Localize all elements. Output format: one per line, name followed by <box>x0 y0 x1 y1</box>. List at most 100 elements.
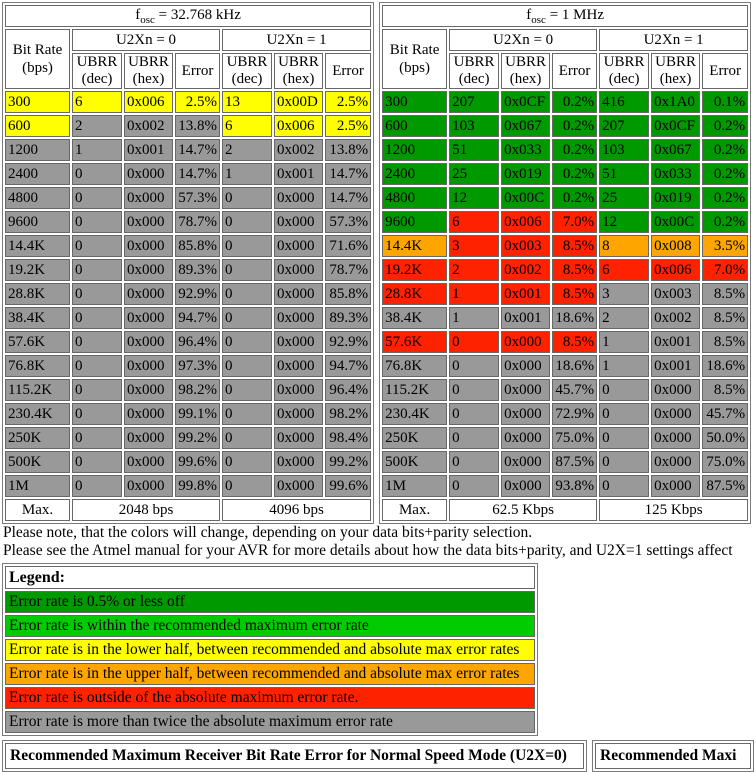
rate-table-1mhz: fosc = 1 MHz Bit Rate (bps) U2Xn = 0 U2Xn… <box>379 2 752 524</box>
ubrr-dec-cell: 6 <box>449 211 500 233</box>
error-cell: 89.3% <box>325 307 372 329</box>
table-row: 76.8K 0 0x000 18.6% 1 0x001 18.6% <box>382 355 749 377</box>
table-row: 28.8K 0 0x000 92.9% 0 0x000 85.8% <box>5 283 372 305</box>
bit-rate-cell: 57.6K <box>382 331 448 353</box>
ubrr-dec-cell: 1 <box>599 355 650 377</box>
ubrr-hex-cell: 0x000 <box>651 379 701 401</box>
ubrr-dec-cell: 416 <box>599 91 650 113</box>
ubrr-hex-cell: 0x000 <box>124 355 173 377</box>
table-row: 57.6K 0 0x000 8.5% 1 0x001 8.5% <box>382 331 749 353</box>
ubrr-dec-cell: 0 <box>222 235 272 257</box>
error-cell: 2.5% <box>175 91 220 113</box>
recommended-max-normal-header: Recommended Maximum Receiver Bit Rate Er… <box>5 743 584 769</box>
ubrr-dec-cell: 25 <box>449 163 500 185</box>
table-row: 28.8K 1 0x001 8.5% 3 0x003 8.5% <box>382 283 749 305</box>
error-cell: 0.2% <box>552 91 598 113</box>
ubrr-hex-header: UBRR (hex) <box>501 53 551 89</box>
ubrr-dec-cell: 6 <box>222 115 272 137</box>
ubrr-hex-cell: 0x000 <box>274 427 323 449</box>
error-cell: 78.7% <box>325 259 372 281</box>
u2x0-header: U2Xn = 0 <box>449 29 598 51</box>
ubrr-dec-cell: 0 <box>449 475 500 497</box>
error-cell: 8.5% <box>552 331 598 353</box>
ubrr-hex-cell: 0x006 <box>274 115 323 137</box>
ubrr-dec-cell: 25 <box>599 187 650 209</box>
table-row: 76.8K 0 0x000 97.3% 0 0x000 94.7% <box>5 355 372 377</box>
ubrr-hex-cell: 0x000 <box>501 355 551 377</box>
ubrr-dec-cell: 0 <box>222 475 272 497</box>
table-row: 600 2 0x002 13.8% 6 0x006 2.5% <box>5 115 372 137</box>
error-header: Error <box>325 53 372 89</box>
error-cell: 98.2% <box>175 379 220 401</box>
bit-rate-cell: 1M <box>5 475 70 497</box>
bit-rate-cell: 500K <box>5 451 70 473</box>
error-cell: 98.4% <box>325 427 372 449</box>
ubrr-dec-cell: 51 <box>449 139 500 161</box>
error-cell: 7.0% <box>702 259 749 281</box>
table-row: 1200 51 0x033 0.2% 103 0x067 0.2% <box>382 139 749 161</box>
error-cell: 85.8% <box>325 283 372 305</box>
ubrr-dec-cell: 0 <box>72 427 122 449</box>
error-cell: 72.9% <box>552 403 598 425</box>
ubrr-hex-cell: 0x019 <box>501 163 551 185</box>
table-row: 57.6K 0 0x000 96.4% 0 0x000 92.9% <box>5 331 372 353</box>
error-cell: 96.4% <box>325 379 372 401</box>
ubrr-dec-cell: 6 <box>599 259 650 281</box>
ubrr-dec-cell: 0 <box>599 451 650 473</box>
bit-rate-cell: 19.2K <box>5 259 70 281</box>
bit-rate-cell: 115.2K <box>5 379 70 401</box>
u2x1-header: U2Xn = 1 <box>222 29 372 51</box>
table-row: 2400 25 0x019 0.2% 51 0x033 0.2% <box>382 163 749 185</box>
error-cell: 0.2% <box>702 139 749 161</box>
note-atmel-manual: Please see the Atmel manual for your AVR… <box>3 542 733 559</box>
error-cell: 94.7% <box>325 355 372 377</box>
table-row: 250K 0 0x000 75.0% 0 0x000 50.0% <box>382 427 749 449</box>
bit-rate-cell: 2400 <box>5 163 70 185</box>
ubrr-dec-cell: 0 <box>222 331 272 353</box>
bit-rate-header: Bit Rate (bps) <box>5 29 70 89</box>
bit-rate-cell: 57.6K <box>5 331 70 353</box>
ubrr-dec-cell: 51 <box>599 163 650 185</box>
ubrr-hex-cell: 0x001 <box>651 355 701 377</box>
error-cell: 18.6% <box>552 307 598 329</box>
ubrr-hex-cell: 0x000 <box>124 307 173 329</box>
ubrr-dec-cell: 0 <box>222 403 272 425</box>
error-header: Error <box>175 53 220 89</box>
ubrr-dec-cell: 2 <box>72 115 122 137</box>
ubrr-dec-cell: 0 <box>449 355 500 377</box>
bit-rate-cell: 4800 <box>382 187 448 209</box>
error-cell: 8.5% <box>552 283 598 305</box>
ubrr-dec-cell: 1 <box>599 331 650 353</box>
ubrr-dec-cell: 2 <box>222 139 272 161</box>
u2x0-header: U2Xn = 0 <box>72 29 220 51</box>
ubrr-dec-cell: 0 <box>222 379 272 401</box>
error-cell: 78.7% <box>175 211 220 233</box>
ubrr-hex-cell: 0x067 <box>501 115 551 137</box>
bit-rate-header: Bit Rate (bps) <box>382 29 448 89</box>
table-row: 600 103 0x067 0.2% 207 0x0CF 0.2% <box>382 115 749 137</box>
error-cell: 75.0% <box>552 427 598 449</box>
ubrr-hex-cell: 0x006 <box>124 91 173 113</box>
ubrr-hex-cell: 0x000 <box>274 403 323 425</box>
u2x1-header: U2Xn = 1 <box>599 29 749 51</box>
ubrr-hex-cell: 0x000 <box>274 379 323 401</box>
table-row: 115.2K 0 0x000 98.2% 0 0x000 96.4% <box>5 379 372 401</box>
max-u2x0-value: 2048 bps <box>72 499 220 521</box>
ubrr-dec-cell: 2 <box>599 307 650 329</box>
ubrr-dec-cell: 103 <box>599 139 650 161</box>
ubrr-hex-cell: 0x003 <box>501 235 551 257</box>
ubrr-dec-cell: 0 <box>222 283 272 305</box>
table-row: 300 6 0x006 2.5% 13 0x00D 2.5% <box>5 91 372 113</box>
bit-rate-cell: 300 <box>5 91 70 113</box>
ubrr-hex-cell: 0x002 <box>501 259 551 281</box>
ubrr-hex-cell: 0x000 <box>274 331 323 353</box>
ubrr-hex-cell: 0x000 <box>124 403 173 425</box>
error-cell: 85.8% <box>175 235 220 257</box>
ubrr-dec-cell: 207 <box>449 91 500 113</box>
table-row: 500K 0 0x000 99.6% 0 0x000 99.2% <box>5 451 372 473</box>
ubrr-hex-cell: 0x00C <box>501 187 551 209</box>
rate-table-body-1: 300 207 0x0CF 0.2% 416 0x1A0 0.1% 600 103 0x067 0.… <box>382 91 749 497</box>
ubrr-hex-cell: 0x000 <box>124 163 173 185</box>
ubrr-dec-cell: 8 <box>599 235 650 257</box>
ubrr-hex-cell: 0x000 <box>274 283 323 305</box>
